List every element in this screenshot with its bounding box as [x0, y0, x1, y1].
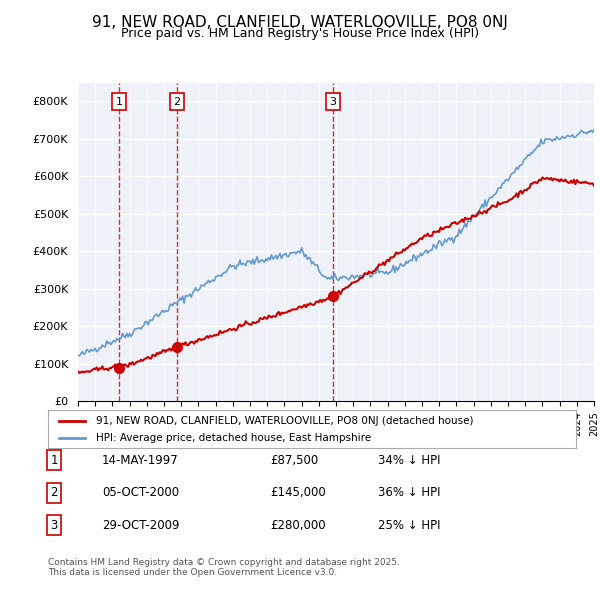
Text: £87,500: £87,500	[270, 454, 318, 467]
Text: 14-MAY-1997: 14-MAY-1997	[102, 454, 179, 467]
Text: HPI: Average price, detached house, East Hampshire: HPI: Average price, detached house, East…	[95, 432, 371, 442]
Text: Contains HM Land Registry data © Crown copyright and database right 2025.
This d: Contains HM Land Registry data © Crown c…	[48, 558, 400, 577]
Text: 1: 1	[50, 454, 58, 467]
Text: 3: 3	[50, 519, 58, 532]
Text: 05-OCT-2000: 05-OCT-2000	[102, 486, 179, 499]
Text: £145,000: £145,000	[270, 486, 326, 499]
Text: 29-OCT-2009: 29-OCT-2009	[102, 519, 179, 532]
Text: 91, NEW ROAD, CLANFIELD, WATERLOOVILLE, PO8 0NJ (detached house): 91, NEW ROAD, CLANFIELD, WATERLOOVILLE, …	[95, 416, 473, 426]
Text: 3: 3	[329, 97, 337, 107]
Text: 36% ↓ HPI: 36% ↓ HPI	[378, 486, 440, 499]
Text: Price paid vs. HM Land Registry's House Price Index (HPI): Price paid vs. HM Land Registry's House …	[121, 27, 479, 40]
Text: 25% ↓ HPI: 25% ↓ HPI	[378, 519, 440, 532]
Text: 2: 2	[50, 486, 58, 499]
Text: £280,000: £280,000	[270, 519, 326, 532]
Text: 91, NEW ROAD, CLANFIELD, WATERLOOVILLE, PO8 0NJ: 91, NEW ROAD, CLANFIELD, WATERLOOVILLE, …	[92, 15, 508, 30]
Text: 1: 1	[115, 97, 122, 107]
Text: 34% ↓ HPI: 34% ↓ HPI	[378, 454, 440, 467]
Text: 2: 2	[173, 97, 181, 107]
